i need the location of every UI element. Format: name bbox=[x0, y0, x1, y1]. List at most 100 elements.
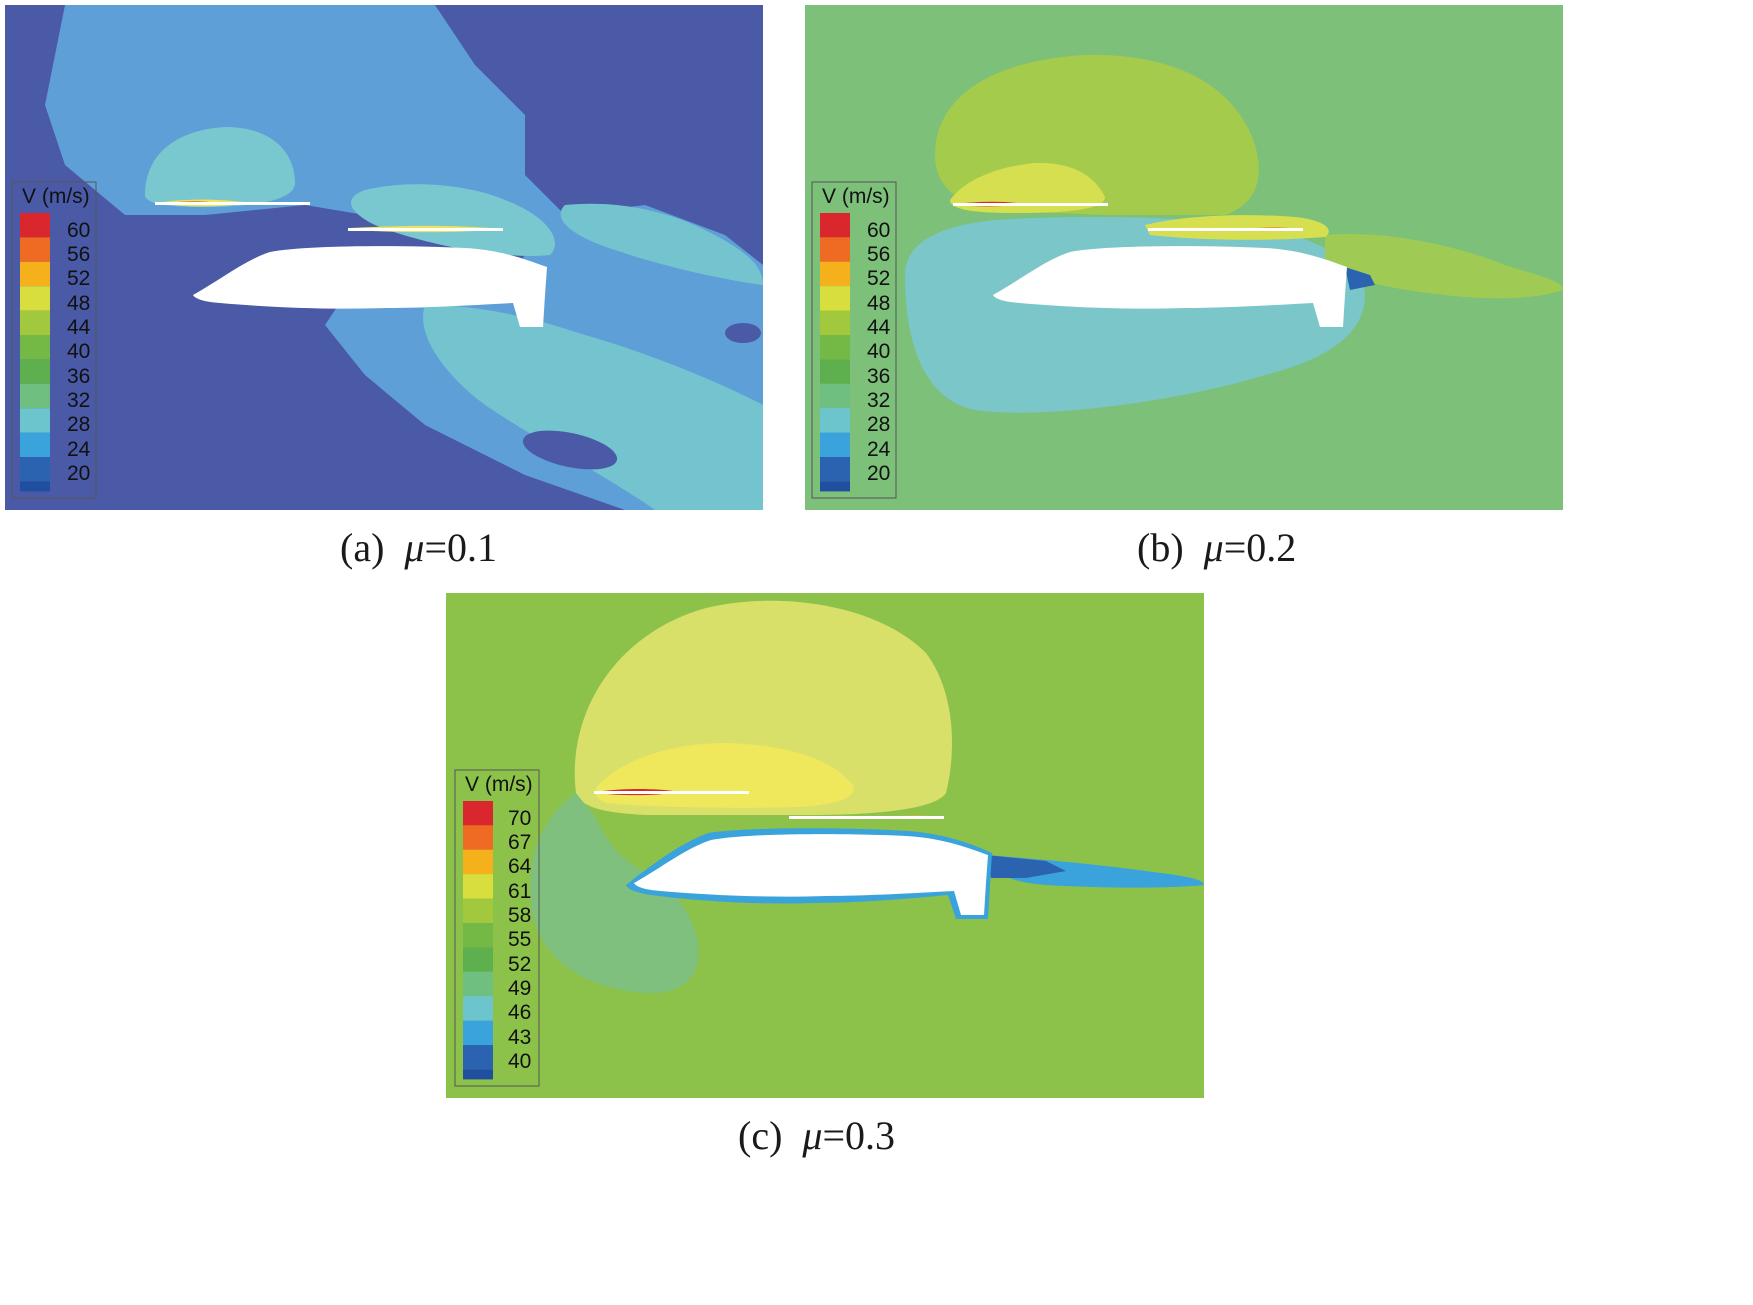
legend-tick: 52 bbox=[508, 953, 531, 976]
lower-wake-band-2 bbox=[560, 203, 763, 285]
legend-tick: 40 bbox=[508, 1050, 531, 1073]
legend-swatch bbox=[20, 432, 50, 457]
rear-rotor-blade bbox=[348, 228, 503, 231]
legend-tick: 64 bbox=[508, 855, 532, 878]
legend-box bbox=[811, 181, 897, 499]
fuselage bbox=[193, 246, 547, 327]
legend-tick: 52 bbox=[867, 267, 890, 290]
legend-tick: 32 bbox=[867, 389, 890, 412]
legend-ticks: 70 67 64 61 58 55 52 49 46 43 40 bbox=[508, 807, 532, 1073]
legend-swatch bbox=[820, 286, 850, 311]
legend-tick: 52 bbox=[67, 267, 90, 290]
front-lobe bbox=[530, 793, 699, 994]
low-speed-pocket-2 bbox=[725, 323, 761, 343]
rear-rotor-band bbox=[351, 184, 555, 256]
mu-symbol: μ bbox=[802, 1113, 823, 1158]
front-rotor-blade bbox=[594, 791, 749, 794]
legend-tick: 44 bbox=[67, 316, 91, 339]
legend-swatch bbox=[20, 213, 50, 238]
legend-tick: 56 bbox=[67, 243, 90, 266]
legend-swatch bbox=[20, 286, 50, 311]
legend-colorbar bbox=[20, 213, 50, 492]
legend-swatch bbox=[463, 947, 493, 972]
mu-symbol: μ bbox=[404, 525, 425, 570]
tail-low-speed bbox=[1345, 267, 1375, 290]
mu-symbol: μ bbox=[1203, 525, 1224, 570]
legend-tick: 67 bbox=[508, 831, 531, 854]
legend-swatch bbox=[820, 383, 850, 409]
legend-swatch bbox=[820, 213, 850, 238]
velocity-contour-plot-c: V (m/s) 70 67 64 61 58 55 52 49 46 43 bbox=[446, 593, 1204, 1098]
legend-colorbar bbox=[463, 801, 493, 1080]
legend-swatch bbox=[20, 335, 50, 360]
caption-label: (a) bbox=[340, 525, 385, 570]
legend-ticks: 60 56 52 48 44 40 36 32 28 24 20 bbox=[867, 219, 891, 485]
legend-tick: 49 bbox=[508, 977, 531, 1000]
legend-tick: 36 bbox=[867, 365, 890, 388]
legend-tick: 40 bbox=[67, 340, 90, 363]
low-speed-pocket-1 bbox=[522, 430, 618, 470]
legend-swatch bbox=[463, 1020, 493, 1045]
legend-tick: 44 bbox=[867, 316, 891, 339]
rear-rotor-blade bbox=[1148, 228, 1303, 231]
contour-panel-b: V (m/s) 60 56 52 48 44 40 36 32 28 24 bbox=[805, 5, 1563, 510]
legend-tick: 56 bbox=[867, 243, 890, 266]
legend-swatch bbox=[463, 801, 493, 826]
legend-swatch bbox=[20, 408, 50, 433]
legend-swatch bbox=[463, 874, 493, 899]
legend-tick: 24 bbox=[867, 438, 891, 461]
legend-tick: 60 bbox=[867, 219, 890, 242]
legend-swatch bbox=[820, 408, 850, 433]
legend-ticks: 60 56 52 48 44 40 36 32 28 24 20 bbox=[67, 219, 91, 485]
legend-tick: 55 bbox=[508, 928, 531, 951]
caption-label: (b) bbox=[1137, 525, 1184, 570]
legend-tick: 28 bbox=[867, 413, 890, 436]
legend-swatch bbox=[20, 310, 50, 335]
legend-swatch bbox=[463, 1069, 493, 1080]
legend-tick: 48 bbox=[67, 292, 90, 315]
legend-swatch bbox=[20, 383, 50, 409]
legend-swatch bbox=[20, 359, 50, 384]
legend-tick: 46 bbox=[508, 1001, 531, 1024]
legend-tick: 32 bbox=[67, 389, 90, 412]
fuselage bbox=[993, 246, 1347, 327]
legend-swatch bbox=[463, 923, 493, 948]
rotor-tip-zone bbox=[950, 162, 1105, 213]
legend-swatch bbox=[820, 432, 850, 457]
legend-tick: 48 bbox=[867, 292, 890, 315]
legend-tick: 28 bbox=[67, 413, 90, 436]
caption-a: (a) μ=0.1 bbox=[340, 524, 497, 571]
legend-swatch bbox=[463, 898, 493, 923]
legend-swatch bbox=[463, 996, 493, 1021]
legend-colorbar bbox=[820, 213, 850, 492]
caption-value: =0.1 bbox=[424, 525, 498, 570]
velocity-contour-plot-b: V (m/s) 60 56 52 48 44 40 36 32 28 24 bbox=[805, 5, 1563, 510]
legend-swatch bbox=[820, 310, 850, 335]
legend-swatch bbox=[463, 1045, 493, 1070]
legend-tick: 36 bbox=[67, 365, 90, 388]
legend-swatch bbox=[463, 825, 493, 850]
legend-tick: 43 bbox=[508, 1026, 531, 1049]
legend-tick: 20 bbox=[867, 462, 890, 485]
lower-wake-band bbox=[423, 305, 763, 510]
front-rotor-blade bbox=[953, 203, 1108, 206]
legend-swatch bbox=[820, 335, 850, 360]
rotor-upper-bubble bbox=[145, 127, 295, 207]
legend-swatch bbox=[820, 359, 850, 384]
tail-low-speed bbox=[986, 855, 1066, 878]
legend-swatch bbox=[20, 457, 50, 482]
legend-swatch bbox=[820, 261, 850, 287]
contour-panel-c: V (m/s) 70 67 64 61 58 55 52 49 46 43 bbox=[446, 593, 1204, 1098]
contour-panel-a: V (m/s) 60 56 52 48 44 40 36 32 28 24 bbox=[5, 5, 763, 510]
legend-swatch bbox=[820, 457, 850, 482]
legend-title: V (m/s) bbox=[465, 773, 533, 796]
legend-tick: 60 bbox=[67, 219, 90, 242]
legend-swatch bbox=[820, 237, 850, 262]
caption-label: (c) bbox=[738, 1113, 783, 1158]
caption-value: =0.3 bbox=[822, 1113, 896, 1158]
rear-rotor-blade bbox=[789, 816, 944, 819]
legend-swatch bbox=[463, 849, 493, 875]
legend-tick: 58 bbox=[508, 904, 531, 927]
rear-rotor-zone bbox=[1145, 215, 1329, 240]
legend-tick: 24 bbox=[67, 438, 91, 461]
